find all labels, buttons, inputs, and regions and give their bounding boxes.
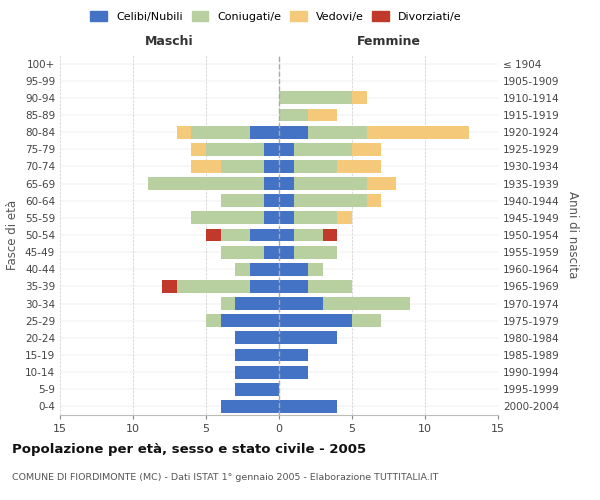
Bar xyxy=(279,228,293,241)
Bar xyxy=(265,177,279,190)
Bar xyxy=(279,194,293,207)
Text: Femmine: Femmine xyxy=(356,35,421,48)
Bar xyxy=(279,366,308,378)
Bar xyxy=(337,160,381,173)
Bar xyxy=(293,228,323,241)
Bar xyxy=(308,126,367,138)
Bar xyxy=(279,400,337,413)
Y-axis label: Anni di nascita: Anni di nascita xyxy=(566,192,579,278)
Bar xyxy=(221,246,265,258)
Bar xyxy=(221,228,250,241)
Bar xyxy=(265,212,279,224)
Bar xyxy=(250,263,279,276)
Bar xyxy=(221,400,279,413)
Bar xyxy=(191,143,206,156)
Bar xyxy=(148,177,265,190)
Bar xyxy=(206,228,221,241)
Text: Popolazione per età, sesso e stato civile - 2005: Popolazione per età, sesso e stato civil… xyxy=(12,442,366,456)
Bar xyxy=(191,126,250,138)
Bar xyxy=(279,143,293,156)
Bar xyxy=(279,160,293,173)
Bar xyxy=(293,177,367,190)
Bar xyxy=(352,314,381,327)
Bar xyxy=(265,246,279,258)
Bar xyxy=(279,280,308,293)
Bar xyxy=(308,280,352,293)
Bar xyxy=(162,280,177,293)
Bar xyxy=(293,143,352,156)
Bar xyxy=(250,280,279,293)
Bar xyxy=(367,126,469,138)
Bar xyxy=(279,314,352,327)
Bar xyxy=(235,348,279,362)
Bar xyxy=(279,332,337,344)
Bar xyxy=(250,126,279,138)
Bar xyxy=(323,297,410,310)
Bar xyxy=(206,143,265,156)
Bar xyxy=(293,160,337,173)
Bar xyxy=(279,92,352,104)
Bar xyxy=(250,228,279,241)
Legend: Celibi/Nubili, Coniugati/e, Vedovi/e, Divorziati/e: Celibi/Nubili, Coniugati/e, Vedovi/e, Di… xyxy=(87,8,465,25)
Bar xyxy=(279,126,308,138)
Bar xyxy=(293,246,337,258)
Bar xyxy=(235,383,279,396)
Bar xyxy=(279,246,293,258)
Bar xyxy=(279,108,308,122)
Bar xyxy=(177,280,250,293)
Bar xyxy=(279,297,323,310)
Bar xyxy=(206,314,221,327)
Text: COMUNE DI FIORDIMONTE (MC) - Dati ISTAT 1° gennaio 2005 - Elaborazione TUTTITALI: COMUNE DI FIORDIMONTE (MC) - Dati ISTAT … xyxy=(12,473,439,482)
Bar xyxy=(308,108,337,122)
Bar xyxy=(221,297,235,310)
Bar xyxy=(235,297,279,310)
Bar xyxy=(293,212,337,224)
Bar xyxy=(367,194,381,207)
Bar xyxy=(337,212,352,224)
Bar xyxy=(265,143,279,156)
Bar xyxy=(221,314,279,327)
Bar xyxy=(191,212,265,224)
Bar xyxy=(279,177,293,190)
Bar xyxy=(279,348,308,362)
Bar xyxy=(235,263,250,276)
Bar xyxy=(367,177,396,190)
Bar xyxy=(265,160,279,173)
Bar xyxy=(293,194,367,207)
Bar xyxy=(279,212,293,224)
Bar xyxy=(323,228,337,241)
Bar xyxy=(352,143,381,156)
Bar xyxy=(352,92,367,104)
Bar xyxy=(308,263,323,276)
Y-axis label: Fasce di età: Fasce di età xyxy=(7,200,19,270)
Bar xyxy=(191,160,221,173)
Bar xyxy=(235,332,279,344)
Bar xyxy=(177,126,191,138)
Bar xyxy=(279,263,308,276)
Bar xyxy=(221,160,265,173)
Bar xyxy=(235,366,279,378)
Bar xyxy=(221,194,265,207)
Bar xyxy=(265,194,279,207)
Text: Maschi: Maschi xyxy=(145,35,194,48)
